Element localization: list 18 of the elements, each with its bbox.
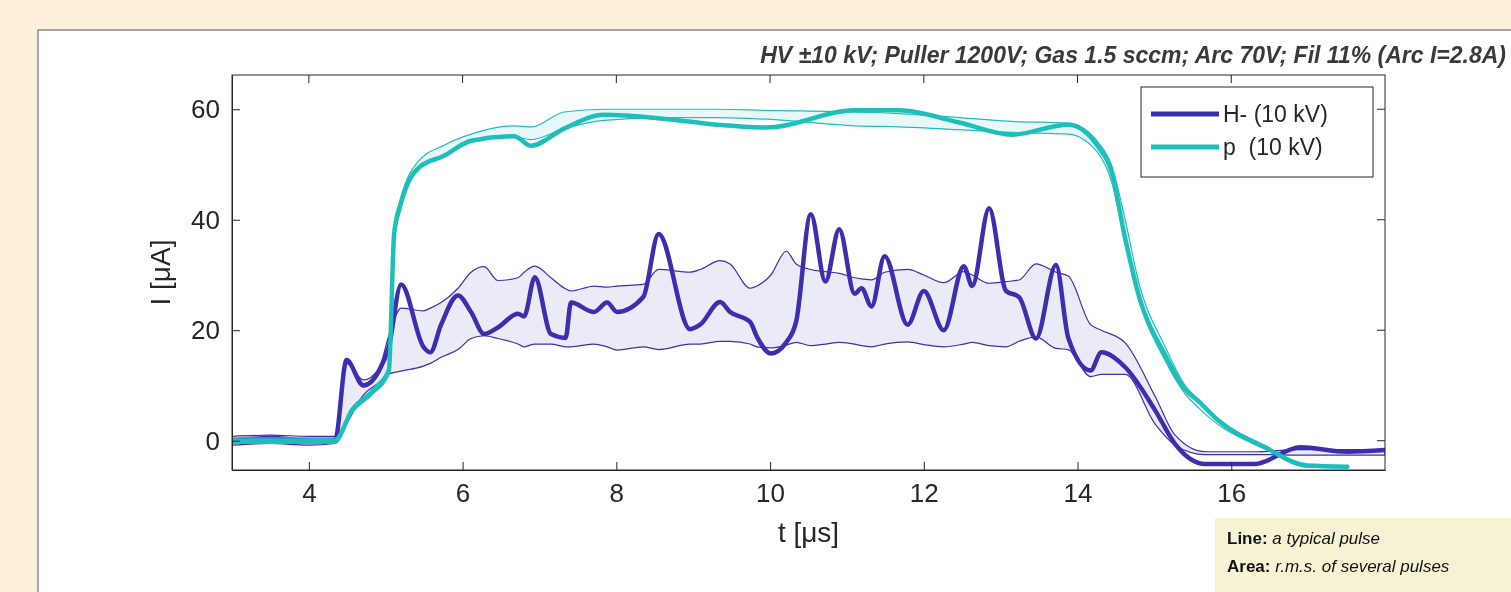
x-tick-label: 14 — [1063, 478, 1093, 509]
y-axis-title: I [μA] — [145, 239, 176, 306]
text: Line: a typical pulse — [1227, 529, 1381, 548]
y-tick-label: 20 — [191, 315, 220, 346]
x-tick-label: 16 — [1217, 478, 1247, 509]
chart-title: HV ±10 kV; Puller 1200V; Gas 1.5 sccm; Arc 70V; Fil 11% (Arc I=2.8A) — [760, 42, 1506, 68]
legend-label: H- (10 kV) — [1223, 101, 1328, 127]
x-tick-label: 4 — [302, 478, 317, 509]
x-tick-label: 10 — [756, 478, 786, 509]
x-tick-label: 6 — [455, 478, 471, 509]
y-tick-label: 40 — [191, 204, 220, 235]
x-axis-title: t [μs] — [777, 517, 840, 548]
x-tick-label: 12 — [909, 478, 939, 509]
y-tick-label: 60 — [191, 94, 220, 125]
text: Area: r.m.s. of several pulses — [1227, 557, 1450, 576]
y-tick-label: 0 — [205, 425, 220, 456]
x-tick-label: 8 — [609, 478, 625, 509]
legend-label: p (10 kV) — [1223, 134, 1323, 160]
